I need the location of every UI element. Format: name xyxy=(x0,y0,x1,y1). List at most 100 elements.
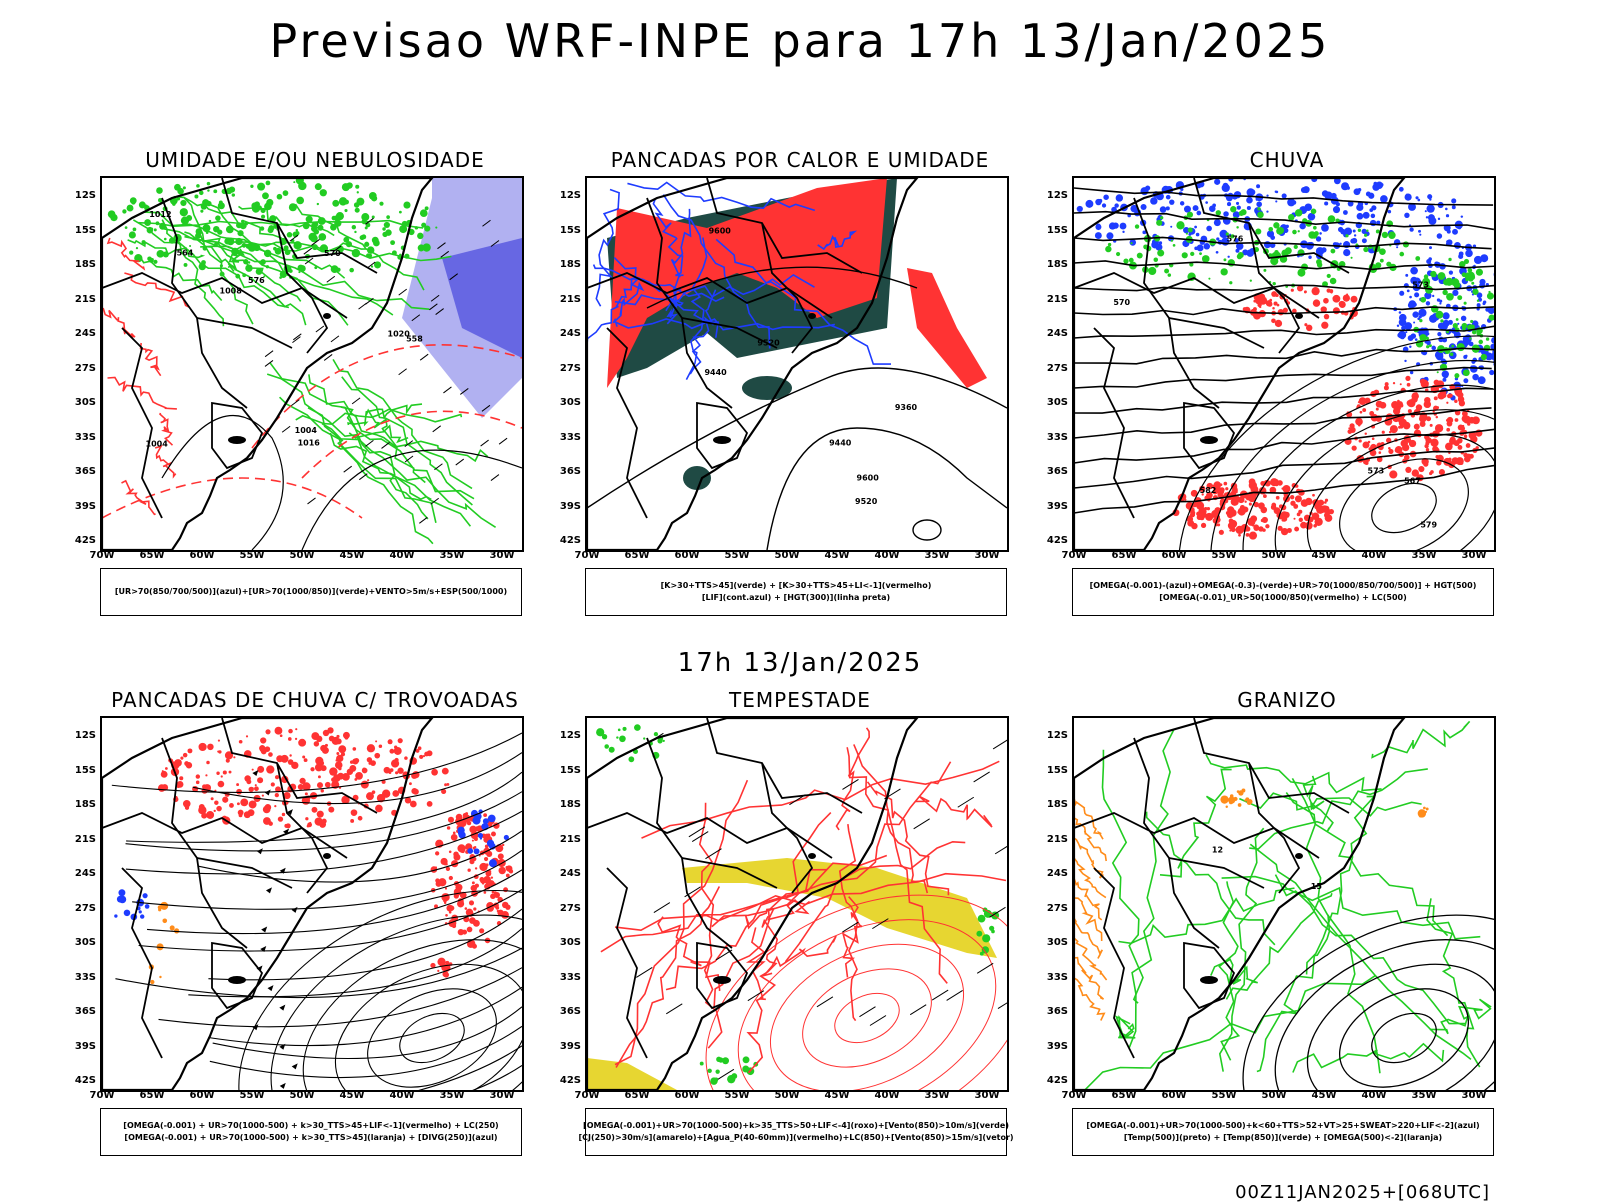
precip-dot xyxy=(484,857,488,861)
precip-dot xyxy=(157,250,165,258)
latitude-tick-label: 15S xyxy=(1047,765,1068,776)
precip-dot xyxy=(322,747,329,754)
precip-dot xyxy=(295,231,300,236)
streamline xyxy=(210,1026,522,1077)
precip-dot xyxy=(1408,409,1412,413)
precip-dot xyxy=(1434,396,1438,400)
precip-dot xyxy=(180,208,188,216)
precip-dot xyxy=(185,806,189,810)
precip-dot xyxy=(1486,337,1489,340)
precip-dot xyxy=(322,819,327,824)
precip-dot xyxy=(1085,200,1093,208)
precip-dot xyxy=(1141,204,1147,210)
precip-dot xyxy=(390,768,394,772)
precip-dot xyxy=(390,240,395,245)
precip-dot xyxy=(1413,321,1415,323)
precip-dot xyxy=(124,910,131,917)
precip-dot xyxy=(257,766,264,773)
streamline-850 xyxy=(616,887,719,1068)
precip-dot xyxy=(1405,467,1411,473)
instability-strong-area xyxy=(907,268,987,388)
precip-dot xyxy=(304,758,308,762)
political-border xyxy=(197,318,292,348)
latitude-tick-label: 42S xyxy=(1047,1075,1068,1086)
precip-dot xyxy=(1399,291,1404,296)
height-contour xyxy=(913,520,941,540)
precip-dot xyxy=(388,739,393,744)
precip-dot xyxy=(371,265,373,267)
precip-dot xyxy=(312,807,318,813)
precip-dot xyxy=(1238,803,1242,807)
precip-dot xyxy=(604,744,609,749)
precip-dot xyxy=(1343,249,1350,256)
precip-dot xyxy=(403,201,410,208)
precip-dot xyxy=(284,824,288,828)
precip-dot xyxy=(257,183,265,191)
contour-label: 9360 xyxy=(895,403,918,412)
precip-dot xyxy=(307,825,310,828)
longitude-tick-label: 40W xyxy=(390,1090,415,1101)
panel-title: PANCADAS DE CHUVA C/ TROVOADAS xyxy=(100,688,530,712)
contour-label: 570 xyxy=(324,249,341,258)
precip-dot xyxy=(1363,247,1368,252)
precip-dot xyxy=(1442,290,1447,295)
precip-dot xyxy=(246,735,248,737)
latitude-tick-label: 12S xyxy=(75,190,96,201)
longitude-tick-label: 35W xyxy=(1412,550,1437,561)
precip-dot xyxy=(183,753,188,758)
precip-dot xyxy=(348,771,351,774)
precip-dot xyxy=(1391,401,1399,409)
precip-dot xyxy=(1306,242,1314,250)
wind-arrow xyxy=(359,474,367,480)
contour-label: 9440 xyxy=(829,438,852,447)
precip-dot xyxy=(1239,211,1244,216)
precip-dot xyxy=(1454,440,1460,446)
precip-dot xyxy=(1216,237,1219,240)
precip-dot xyxy=(329,736,335,742)
latitude-tick-label: 18S xyxy=(560,799,581,810)
longitude-tick-label: 40W xyxy=(875,1090,900,1101)
panel-title: GRANIZO xyxy=(1072,688,1502,712)
longitude-tick-label: 60W xyxy=(1162,1090,1187,1101)
precip-dot xyxy=(1321,322,1328,329)
precip-dot xyxy=(335,759,338,762)
omega-contour xyxy=(1074,978,1104,1021)
precip-dot xyxy=(469,900,474,905)
weather-map xyxy=(587,718,1007,1090)
precip-dot xyxy=(1461,215,1463,217)
wind-arrow xyxy=(947,990,963,1000)
precip-dot xyxy=(1399,311,1402,314)
precip-dot xyxy=(1268,227,1273,232)
temperature-850-contour xyxy=(1220,828,1264,1071)
streamline-850 xyxy=(615,780,747,1064)
longitude-tick-label: 50W xyxy=(775,1090,800,1101)
contour-label: 558 xyxy=(406,335,423,344)
precip-dot xyxy=(266,181,271,186)
latitude-tick-label: 27S xyxy=(75,363,96,374)
contour-label: 1016 xyxy=(298,438,321,447)
streamline xyxy=(312,935,522,1090)
precip-dot xyxy=(1410,267,1418,275)
precip-dot xyxy=(1445,443,1453,451)
temperature-850-contour xyxy=(1249,769,1428,849)
precip-dot xyxy=(1292,200,1297,205)
height-contour xyxy=(1324,439,1484,550)
temperature-850-contour xyxy=(1147,812,1275,945)
precip-dot xyxy=(1472,289,1478,295)
precip-dot xyxy=(1360,411,1363,414)
streamline xyxy=(1074,326,1494,338)
streamline-arrow xyxy=(292,907,298,913)
precip-dot xyxy=(1463,378,1468,383)
precip-dot xyxy=(1440,392,1446,398)
precip-dot xyxy=(700,1062,704,1066)
precip-dot xyxy=(435,878,439,882)
precip-dot xyxy=(373,240,380,247)
longitude-tick-label: 65W xyxy=(1112,550,1137,561)
precip-dot xyxy=(1275,200,1277,202)
precip-dot xyxy=(158,784,166,792)
contour-label: 567 xyxy=(1404,476,1421,485)
precip-dot xyxy=(394,758,398,762)
wind-arrow xyxy=(491,475,499,481)
